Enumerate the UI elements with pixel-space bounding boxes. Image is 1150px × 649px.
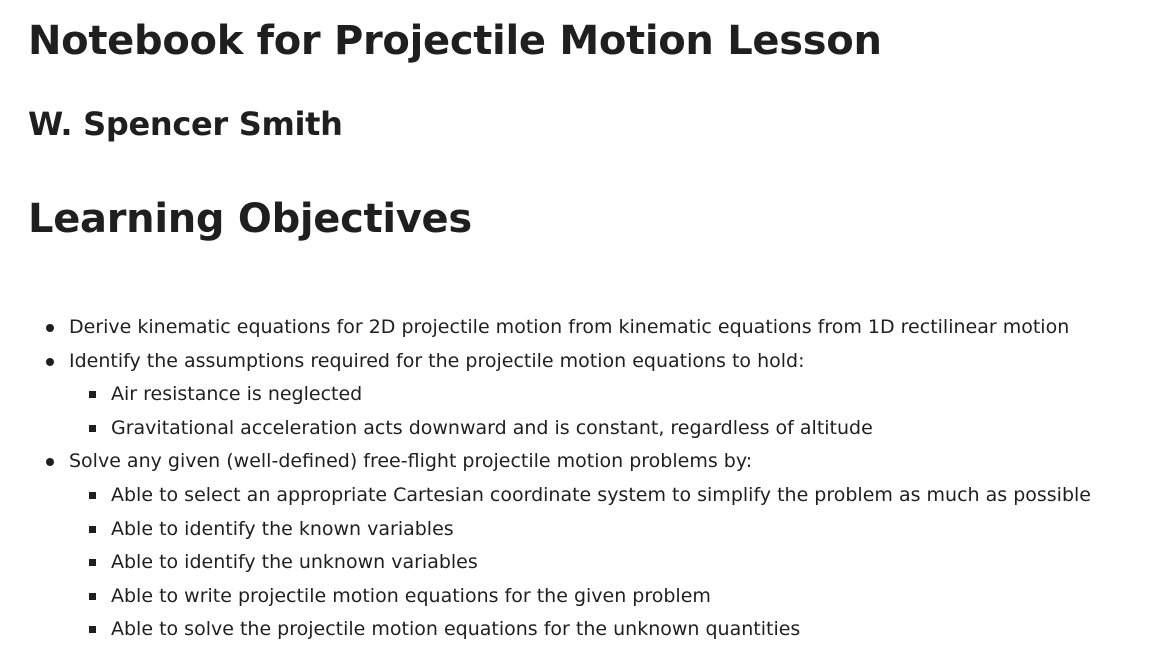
square-bullet-icon — [89, 525, 96, 533]
objective-text: Solve any given (well-defined) free-flig… — [69, 450, 753, 473]
objective-sublist: Air resistance is neglected Gravitationa… — [69, 378, 1091, 445]
square-bullet-icon — [89, 559, 96, 567]
objective-subitem-text: Able to identify the known variables — [111, 517, 454, 540]
disc-bullet-icon — [46, 357, 54, 366]
objective-text: Derive kinematic equations for 2D projec… — [69, 316, 1070, 338]
disc-bullet-icon — [46, 324, 54, 332]
author-heading: W. Spencer Smith — [28, 105, 343, 143]
objective-subitem: Gravitational acceleration acts downward… — [69, 412, 1091, 446]
objective-subitem-text: Able to solve the projectile motion equa… — [111, 618, 801, 641]
square-bullet-icon — [89, 626, 96, 634]
objective-sublist: Able to select an appropriate Cartesian … — [69, 479, 1091, 647]
objective-subitem: Able to identify the known variables — [69, 513, 1091, 547]
objective-subitem: Able to write projectile motion equation… — [69, 580, 1091, 614]
objective-subitem-text: Gravitational acceleration acts downward… — [111, 416, 873, 439]
objective-item: Identify the assumptions required for th… — [0, 345, 1091, 446]
objective-subitem: Air resistance is neglected — [69, 378, 1091, 412]
objective-subitem-text: Able to select an appropriate Cartesian … — [111, 483, 1091, 506]
square-bullet-icon — [89, 491, 96, 499]
objective-subitem: Able to solve the projectile motion equa… — [69, 613, 1091, 647]
objective-subitem-text: Able to identify the unknown variables — [111, 551, 478, 574]
objective-text: Identify the assumptions required for th… — [69, 349, 805, 372]
objectives-list: Derive kinematic equations for 2D projec… — [0, 311, 1091, 647]
objective-item: Derive kinematic equations for 2D projec… — [0, 311, 1091, 345]
objective-item: Solve any given (well-defined) free-flig… — [0, 445, 1091, 647]
page-title: Notebook for Projectile Motion Lesson — [28, 18, 882, 64]
square-bullet-icon — [89, 592, 96, 600]
disc-bullet-icon — [46, 458, 54, 467]
objective-subitem: Able to identify the unknown variables — [69, 546, 1091, 580]
square-bullet-icon — [89, 424, 96, 432]
objective-subitem: Able to select an appropriate Cartesian … — [69, 479, 1091, 513]
objective-subitem-text: Able to write projectile motion equation… — [111, 584, 711, 607]
square-bullet-icon — [89, 391, 96, 399]
learning-objectives-heading: Learning Objectives — [28, 196, 472, 242]
objective-subitem-text: Air resistance is neglected — [111, 383, 363, 406]
